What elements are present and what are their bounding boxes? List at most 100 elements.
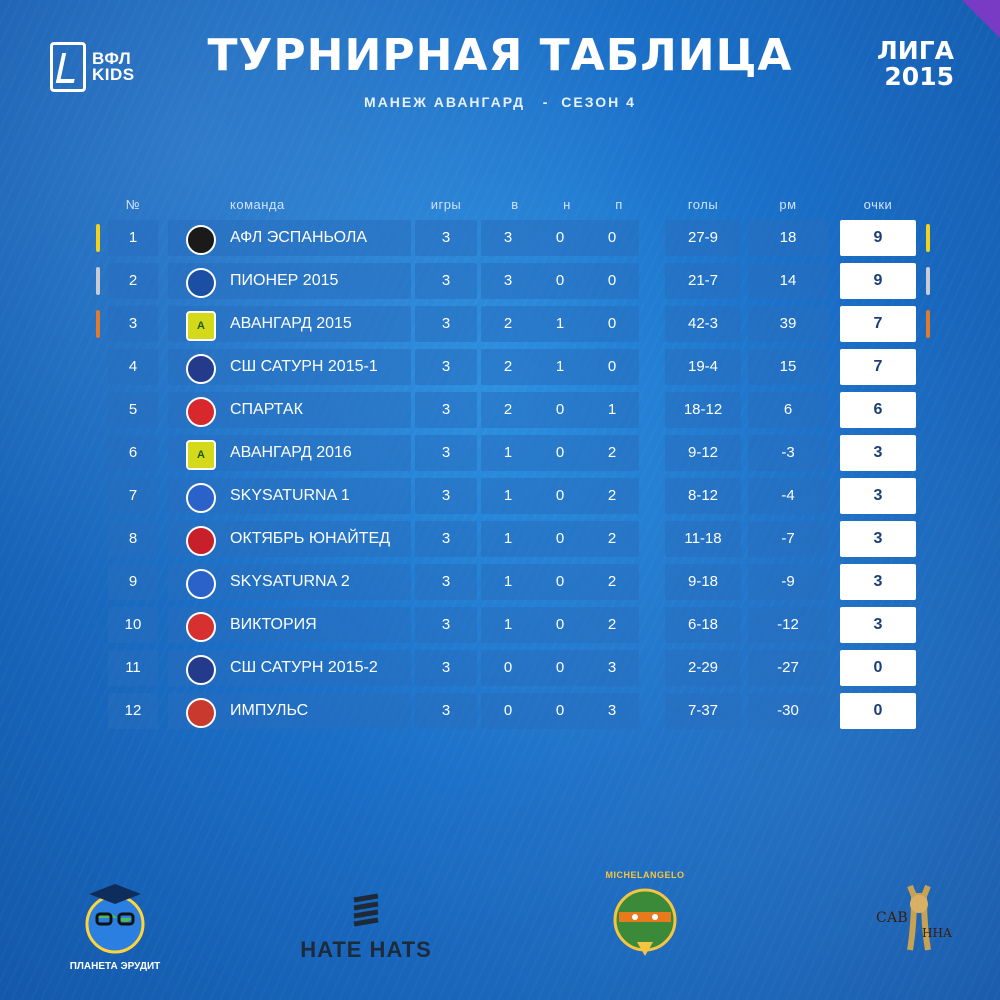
team-value: ОКТЯБРЬ ЮНАЙТЕД [230,530,391,547]
diff-cell: -4 [748,478,828,514]
diff-value: 15 [779,358,797,375]
col-diff: рм [779,197,797,212]
losses-value: 2 [607,487,617,504]
points-cell: 3 [840,564,916,600]
position-cell: 7 [108,478,158,514]
goals-cell: 18-12 [665,392,741,428]
games-value: 3 [441,315,451,332]
silver-marker-left [96,267,100,295]
points-value: 3 [873,573,883,590]
games-value: 3 [441,702,451,719]
table-row: 3 АВАНГАРД 2015 3 2 1 0 42-3 39 7 А [0,306,1000,342]
gold-marker-right [926,224,930,252]
team-value: SKYSATURNA 2 [230,573,350,590]
diff-cell: -12 [748,607,828,643]
wins-value: 1 [503,530,513,547]
col-wins: в [511,197,519,212]
table-row: 12 ИМПУЛЬС 3 0 0 3 7-37 -30 0 [0,693,1000,729]
avangard-crest-icon: А [186,311,216,341]
diff-value: 14 [779,272,797,289]
team-value: ИМПУЛЬС [230,702,309,719]
diff-cell: -30 [748,693,828,729]
team-value: АФЛ ЭСПАНЬОЛА [230,229,368,246]
corner-triangle [962,0,1000,38]
diff-cell: 15 [748,349,828,385]
points-cell: 6 [840,392,916,428]
goals-value: 19-4 [687,358,719,375]
losses-value: 2 [607,573,617,590]
goals-value: 9-18 [687,573,719,590]
games-value: 3 [441,573,451,590]
team-value: СШ САТУРН 2015-1 [230,358,378,375]
avangard-crest-icon: А [186,440,216,470]
position-cell: 2 [108,263,158,299]
col-num: № [125,197,141,212]
wins-cell: 3 0 0 [481,263,639,299]
sponsor-savanna-text-2: ННА [922,926,953,940]
wins-cell: 1 0 2 [481,607,639,643]
wins-value: 3 [503,229,513,246]
games-value: 3 [441,272,451,289]
goals-value: 2-29 [687,659,719,676]
diff-cell: 14 [748,263,828,299]
position-value: 10 [124,616,142,633]
goals-cell: 27-9 [665,220,741,256]
table-row: 11 СШ САТУРН 2015-2 3 0 0 3 2-29 -27 0 [0,650,1000,686]
wins-value: 1 [503,616,513,633]
gold-marker-left [96,224,100,252]
wins-value: 1 [503,444,513,461]
col-games: игры [430,197,462,212]
goals-cell: 2-29 [665,650,741,686]
diff-value: -30 [777,702,799,719]
points-value: 3 [873,530,883,547]
table-row: 5 СПАРТАК 3 2 0 1 18-12 6 6 [0,392,1000,428]
team-value: АВАНГАРД 2015 [230,315,352,332]
losses-value: 0 [607,229,617,246]
points-cell: 3 [840,607,916,643]
table-header: № команда игры в н п голы рм очки [0,197,1000,213]
losses-value: 0 [607,315,617,332]
goals-value: 6-18 [687,616,719,633]
espanyol-crest-icon [186,225,216,255]
draws-value: 0 [555,401,565,418]
league-label: ЛИГА 2015 [877,38,954,90]
diff-cell: 6 [748,392,828,428]
games-cell: 3 [415,478,477,514]
diff-cell: -9 [748,564,828,600]
games-value: 3 [441,659,451,676]
games-value: 3 [441,487,451,504]
skysaturna-crest-icon [186,569,216,599]
position-cell: 4 [108,349,158,385]
pioneer-crest-icon [186,268,216,298]
losses-value: 2 [607,444,617,461]
games-value: 3 [441,444,451,461]
col-draws: н [563,197,571,212]
draws-value: 0 [555,616,565,633]
wins-cell: 2 1 0 [481,306,639,342]
diff-value: 6 [783,401,793,418]
wins-cell: 2 1 0 [481,349,639,385]
points-value: 9 [873,229,883,246]
wins-value: 0 [503,702,513,719]
sponsor-savanna-text-1: САВ [876,910,908,926]
position-cell: 12 [108,693,158,729]
draws-value: 0 [555,272,565,289]
points-cell: 3 [840,435,916,471]
spartak-crest-icon [186,397,216,427]
wins-value: 2 [503,358,513,375]
page-subtitle: МАНЕЖ АВАНГАРД - СЕЗОН 4 [364,94,636,110]
page-title: ТУРНИРНАЯ ТАБЛИЦА [207,30,793,81]
draws-value: 0 [555,702,565,719]
table-row: 6 АВАНГАРД 2016 3 1 0 2 9-12 -3 3 А [0,435,1000,471]
losses-value: 2 [607,530,617,547]
draws-value: 0 [555,530,565,547]
victoria-crest-icon [186,612,216,642]
bronze-marker-right [926,310,930,338]
goals-cell: 6-18 [665,607,741,643]
position-cell: 3 [108,306,158,342]
losses-value: 0 [607,358,617,375]
points-cell: 9 [840,263,916,299]
goals-cell: 8-12 [665,478,741,514]
planeta-globe-icon [85,884,145,954]
position-cell: 1 [108,220,158,256]
